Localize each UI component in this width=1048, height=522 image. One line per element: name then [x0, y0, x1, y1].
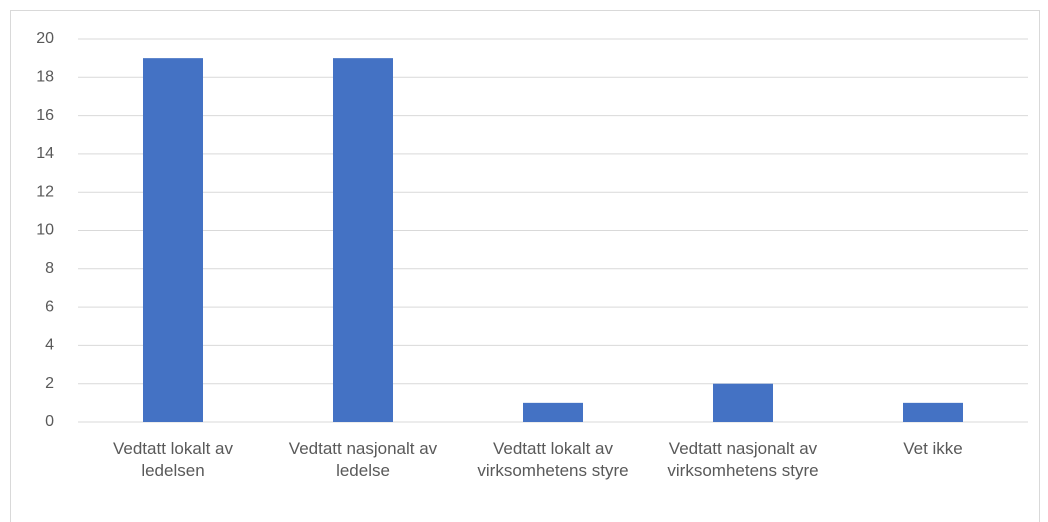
bar [903, 402, 963, 422]
y-tick-label: 10 [36, 222, 54, 239]
x-tick-label: Vedtatt lokalt av ledelsen [112, 439, 234, 480]
x-tick-label: Vet ikke [903, 439, 963, 458]
y-tick-label: 2 [45, 375, 54, 392]
y-tick-label: 20 [36, 30, 54, 47]
y-tick-label: 4 [45, 337, 54, 354]
x-tick-label: Vedtatt lokalt av virksomhetens styre [477, 439, 629, 480]
bar [523, 402, 583, 422]
y-tick-label: 16 [36, 107, 54, 124]
y-tick-label: 18 [36, 69, 54, 86]
y-tick-label: 8 [45, 260, 54, 277]
bar [713, 383, 773, 422]
y-tick-label: 0 [45, 413, 54, 430]
y-tick-label: 6 [45, 298, 54, 315]
bar [333, 58, 393, 423]
y-tick-label: 14 [36, 145, 54, 162]
x-tick-label: Vedtatt nasjonalt av virksomhetens styre [667, 439, 819, 480]
bar [143, 58, 203, 423]
chart-border [10, 10, 1040, 522]
x-tick-label: Vedtatt nasjonalt av ledelse [288, 439, 438, 480]
y-tick-label: 12 [36, 183, 54, 200]
